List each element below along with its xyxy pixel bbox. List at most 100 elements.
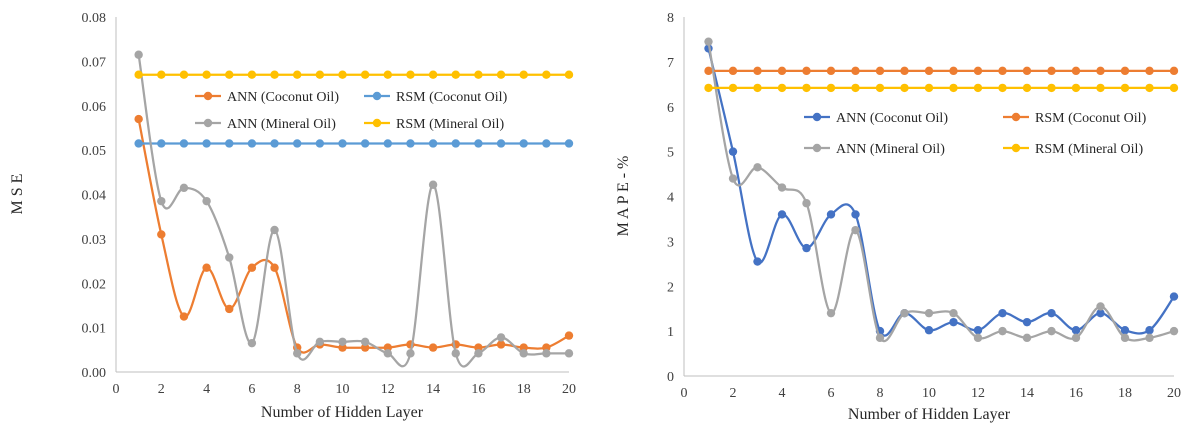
data-point bbox=[134, 50, 143, 59]
data-point bbox=[157, 230, 166, 239]
data-point bbox=[973, 66, 983, 76]
series-ann-mineral-oil bbox=[704, 37, 1179, 343]
data-point bbox=[998, 308, 1007, 318]
x-tick-label: 0 bbox=[113, 382, 120, 397]
data-point bbox=[360, 343, 370, 352]
data-point bbox=[293, 70, 302, 79]
data-point bbox=[777, 210, 787, 219]
x-tick-label: 14 bbox=[426, 382, 440, 397]
data-point bbox=[202, 139, 211, 148]
x-tick-label: 4 bbox=[203, 382, 210, 397]
data-point bbox=[383, 349, 392, 358]
series-ann-mineral-oil bbox=[134, 50, 574, 368]
data-point bbox=[949, 66, 958, 76]
data-point bbox=[1169, 83, 1179, 93]
data-point bbox=[1071, 66, 1081, 76]
data-point bbox=[1022, 66, 1032, 76]
data-point bbox=[519, 343, 528, 352]
data-point bbox=[1096, 302, 1105, 311]
data-point bbox=[753, 83, 762, 93]
x-tick-label: 4 bbox=[779, 386, 786, 401]
data-point bbox=[338, 343, 347, 352]
data-point bbox=[900, 308, 909, 318]
data-point bbox=[383, 70, 392, 79]
data-point bbox=[428, 343, 438, 352]
data-point bbox=[496, 333, 506, 342]
data-point bbox=[753, 66, 762, 76]
legend-entry: RSM (Mineral Oil) bbox=[1003, 142, 1143, 157]
data-point bbox=[179, 139, 189, 148]
data-point bbox=[519, 139, 528, 148]
data-point bbox=[851, 83, 860, 93]
data-point bbox=[496, 340, 506, 349]
data-point bbox=[179, 70, 189, 79]
data-point bbox=[802, 66, 811, 76]
y-tick-label: 0.02 bbox=[82, 277, 107, 292]
data-point bbox=[998, 326, 1007, 336]
x-axis-title: Number of Hidden Layer bbox=[848, 406, 1011, 423]
legend-label: ANN (Mineral Oil) bbox=[227, 117, 336, 132]
data-point bbox=[1047, 308, 1056, 318]
y-axis-title: M A P E - % bbox=[615, 156, 632, 237]
x-tick-label: 16 bbox=[1069, 386, 1083, 401]
y-tick-label: 7 bbox=[667, 56, 674, 71]
data-point bbox=[338, 337, 347, 347]
legend-swatch-marker bbox=[372, 118, 382, 128]
y-tick-label: 0.01 bbox=[82, 322, 107, 337]
data-point bbox=[202, 263, 211, 272]
data-point bbox=[949, 83, 958, 93]
data-point bbox=[247, 338, 257, 348]
data-point bbox=[496, 70, 506, 79]
data-point bbox=[1022, 333, 1032, 343]
legend-label: RSM (Coconut Oil) bbox=[396, 90, 508, 105]
x-tick-label: 18 bbox=[517, 382, 531, 397]
x-tick-label: 6 bbox=[828, 386, 835, 401]
data-point bbox=[383, 343, 392, 352]
data-point bbox=[1120, 333, 1130, 343]
data-point bbox=[315, 70, 325, 79]
data-point bbox=[428, 139, 438, 148]
data-point bbox=[826, 66, 836, 76]
data-point bbox=[875, 333, 885, 343]
data-point bbox=[1120, 83, 1130, 93]
data-point bbox=[1145, 66, 1154, 76]
data-point bbox=[360, 70, 370, 79]
data-point bbox=[851, 210, 860, 219]
data-point bbox=[451, 349, 460, 358]
data-point bbox=[270, 263, 279, 272]
x-tick-label: 6 bbox=[248, 382, 255, 397]
data-point bbox=[1169, 292, 1179, 301]
data-point bbox=[1096, 83, 1105, 93]
x-tick-label: 12 bbox=[971, 386, 985, 401]
legend-label: ANN (Coconut Oil) bbox=[836, 111, 948, 126]
y-tick-label: 0.03 bbox=[82, 233, 107, 248]
data-point bbox=[564, 139, 574, 148]
x-tick-label: 8 bbox=[877, 386, 884, 401]
data-point bbox=[519, 349, 528, 358]
legend-entry: ANN (Coconut Oil) bbox=[195, 90, 339, 105]
data-point bbox=[973, 333, 983, 343]
legend-entry: ANN (Mineral Oil) bbox=[195, 117, 336, 132]
data-point bbox=[202, 196, 211, 206]
data-point bbox=[406, 139, 415, 148]
data-point bbox=[1047, 326, 1056, 336]
data-point bbox=[875, 83, 885, 93]
data-point bbox=[338, 70, 347, 79]
data-point bbox=[179, 183, 189, 193]
series-line bbox=[137, 117, 571, 354]
data-point bbox=[704, 83, 713, 93]
data-point bbox=[225, 253, 234, 262]
data-point bbox=[1071, 326, 1081, 335]
data-point bbox=[496, 139, 506, 148]
data-point bbox=[247, 139, 257, 148]
data-point bbox=[1096, 308, 1105, 318]
data-point bbox=[924, 66, 934, 76]
data-point bbox=[202, 70, 211, 79]
x-tick-label: 8 bbox=[294, 382, 301, 397]
data-point bbox=[826, 210, 836, 219]
data-point bbox=[225, 70, 234, 79]
data-point bbox=[406, 349, 415, 358]
x-tick-label: 16 bbox=[471, 382, 485, 397]
data-point bbox=[134, 139, 143, 148]
